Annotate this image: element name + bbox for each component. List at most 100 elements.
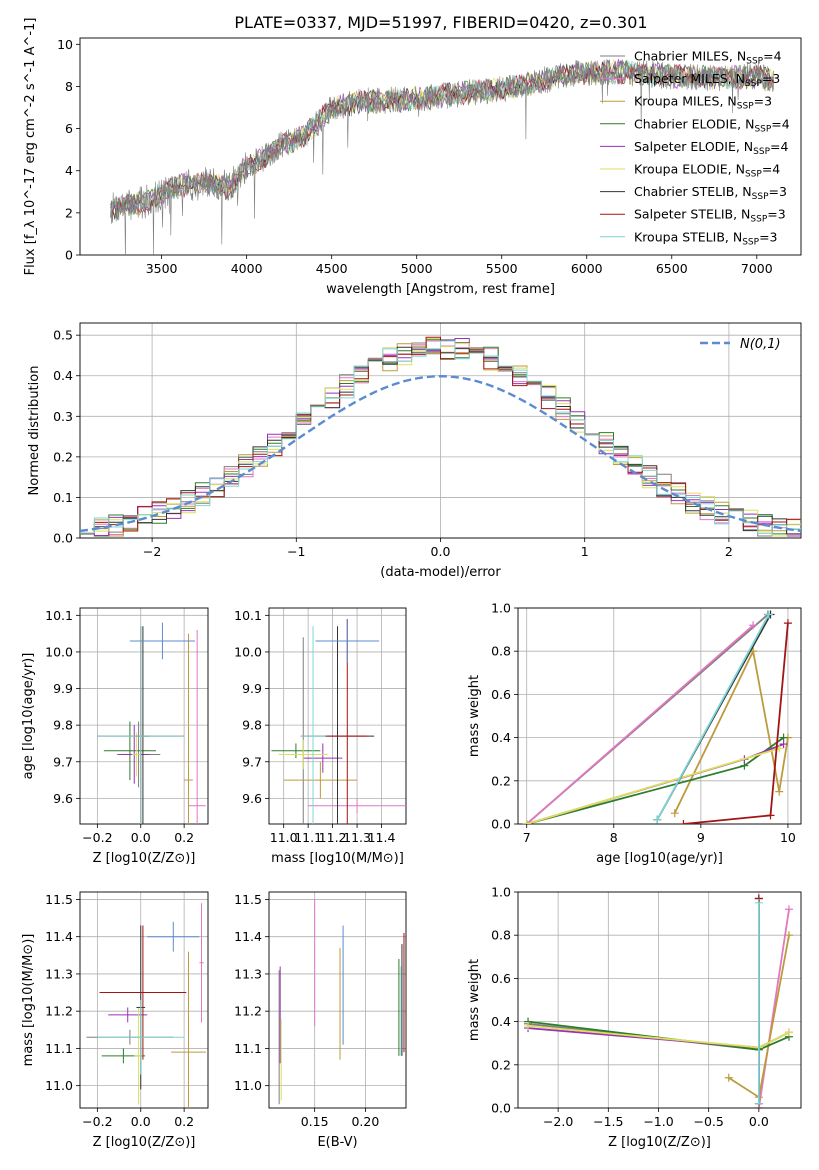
x-tick-label: 0.2 [174,1114,194,1129]
x-tick-label: 11.2 [319,830,347,845]
legend-text: Salpeter STELIB, N [634,207,750,222]
legend-text: Salpeter MILES, N [634,71,745,86]
y-tick-label: 8 [65,79,73,94]
x-axis-label: wavelength [Angstrom, rest frame] [326,282,555,297]
legend-entry: Kroupa STELIB, NSSP=3 [634,229,778,247]
legend-value: =3 [767,207,785,222]
y-axis-label: Flux [f_λ 10^-17 erg cm^-2 s^-1 A^-1] [23,18,38,276]
weight_vs_Z-axes: −2.0 −1.5 −1.0 −0.5 0.0 0.0 0.2 0.4 0.6 0.8 1.0 Z [… [467,885,802,1150]
axes-frame [268,891,407,1109]
x-tick-label: 0.0 [749,1114,769,1129]
x-tick-label: 0.0 [431,544,451,559]
weight-marker [524,1021,533,1030]
y-tick-label: 11.4 [234,929,262,944]
y-tick-label: 0 [65,248,73,263]
weight-marker [679,820,688,824]
spectrum-axes: 3500 4000 4500 5000 5500 6000 6500 7000 0 2 4 6 8 10 w… [23,18,802,297]
age_vs_mass-points [271,618,406,824]
weight-marker [754,898,763,907]
x-tick-label: 0.2 [174,830,194,845]
histogram-series [80,340,801,534]
legend-value: =4 [763,49,781,64]
x-tick-label: 11.3 [343,830,371,845]
legend-sub: SSP [742,237,759,247]
y-tick-label: 9.8 [53,718,73,733]
y-tick-label: 0.8 [491,644,511,659]
y-axis-label: mass weight [467,675,482,757]
x-tick-label: 1 [581,544,589,559]
y-tick-label: 0.3 [53,409,73,424]
x-tick-label: −0.5 [693,1114,723,1129]
y-tick-label: 9.8 [242,718,262,733]
axes-frame [517,891,802,1109]
mass_vs_Z-axes: −0.2 0.0 0.2 11.0 11.1 11.2 11.3 11.4 11.5 Z [log… [21,891,209,1150]
legend-text: Chabrier MILES, N [634,49,746,64]
weight-marker [764,610,773,619]
y-tick-label: 11.1 [45,1041,73,1056]
legend-sub: SSP [746,57,763,67]
legend-text: Kroupa MILES, N [634,94,737,109]
x-tick-label: 11.1 [294,830,322,845]
age_vs_Z-axes: −0.2 0.0 0.2 9.6 9.7 9.8 9.9 10.0 10.1 Z [log10(Z… [21,607,209,866]
y-tick-label: 11.1 [234,1041,262,1056]
age_vs_Z-points [97,622,206,824]
x-tick-label: 0.0 [131,830,151,845]
y-tick-label: 0.1 [53,490,73,505]
x-tick-label: 2 [725,544,733,559]
weight-line [526,624,754,824]
x-tick-label: 4500 [316,261,348,276]
legend-text: Chabrier ELODIE, N [634,116,754,131]
weight-marker [783,619,792,628]
legend-entry: Salpeter ELODIE, NSSP=4 [634,139,789,157]
y-tick-label: 11.5 [234,892,262,907]
axes-frame [79,37,802,256]
y-tick-label: 1.0 [491,601,511,616]
x-tick-label: −0.2 [82,830,112,845]
weight-marker [653,815,662,824]
weight-marker [784,1028,793,1037]
x-axis-label: E(B-V) [317,1135,357,1150]
x-tick-label: 10 [780,830,796,845]
weight-line [683,623,789,824]
y-axis-label: mass [log10(M/M⊙)] [21,934,36,1067]
y-tick-label: 11.3 [234,966,262,981]
weight-line [673,648,789,814]
age_vs_mass-axes: 11.011.111.211.311.4 9.6 9.7 9.8 9.9 10.0 10.1… [234,607,407,866]
legend-entry: Kroupa MILES, NSSP=3 [634,94,772,112]
y-tick-label: 11.5 [45,892,73,907]
y-axis-label: Normed distribution [27,366,42,496]
legend-entry: Chabrier ELODIE, NSSP=4 [634,116,790,134]
y-tick-label: 4 [65,163,73,178]
weight_vs_age-axes: 7 8 9 10 0.0 0.2 0.4 0.6 0.8 1.0 age [log10(age/yr… [467,601,802,866]
y-tick-label: 0.6 [491,687,511,702]
weight-marker [749,621,758,630]
y-tick-label: 11.4 [45,929,73,944]
legend-value: =3 [762,71,780,86]
y-tick-label: 0.4 [491,1014,511,1029]
legend-value: =3 [769,184,787,199]
legend-entry: Kroupa ELODIE, NSSP=4 [634,162,780,180]
x-tick-label: −0.2 [82,1114,112,1129]
y-tick-label: 9.9 [53,681,73,696]
y-tick-label: 11.0 [234,1078,262,1093]
weight-line [656,614,770,821]
y-tick-label: 0.2 [491,773,511,788]
y-tick-label: 11.3 [45,966,73,981]
x-tick-label: −1 [287,544,305,559]
y-axis-label: mass weight [467,959,482,1041]
mass_vs_Z-points [86,903,206,1108]
weight-marker [766,811,775,820]
x-axis-label: Z [log10(Z/Z⊙)] [93,1135,196,1150]
legend-value: =4 [770,139,788,154]
y-tick-label: 10.0 [45,644,73,659]
weight-marker [522,820,531,824]
y-tick-label: 1.0 [491,885,511,900]
y-axis-label: age [log10(age/yr)] [21,653,36,780]
y-tick-label: 0.4 [491,730,511,745]
weight_vs_Z-lines [524,894,793,1108]
legend-entry: Salpeter MILES, NSSP=3 [634,71,780,89]
y-tick-label: 2 [65,205,73,220]
x-axis-label: age [log10(age/yr)] [596,851,723,866]
